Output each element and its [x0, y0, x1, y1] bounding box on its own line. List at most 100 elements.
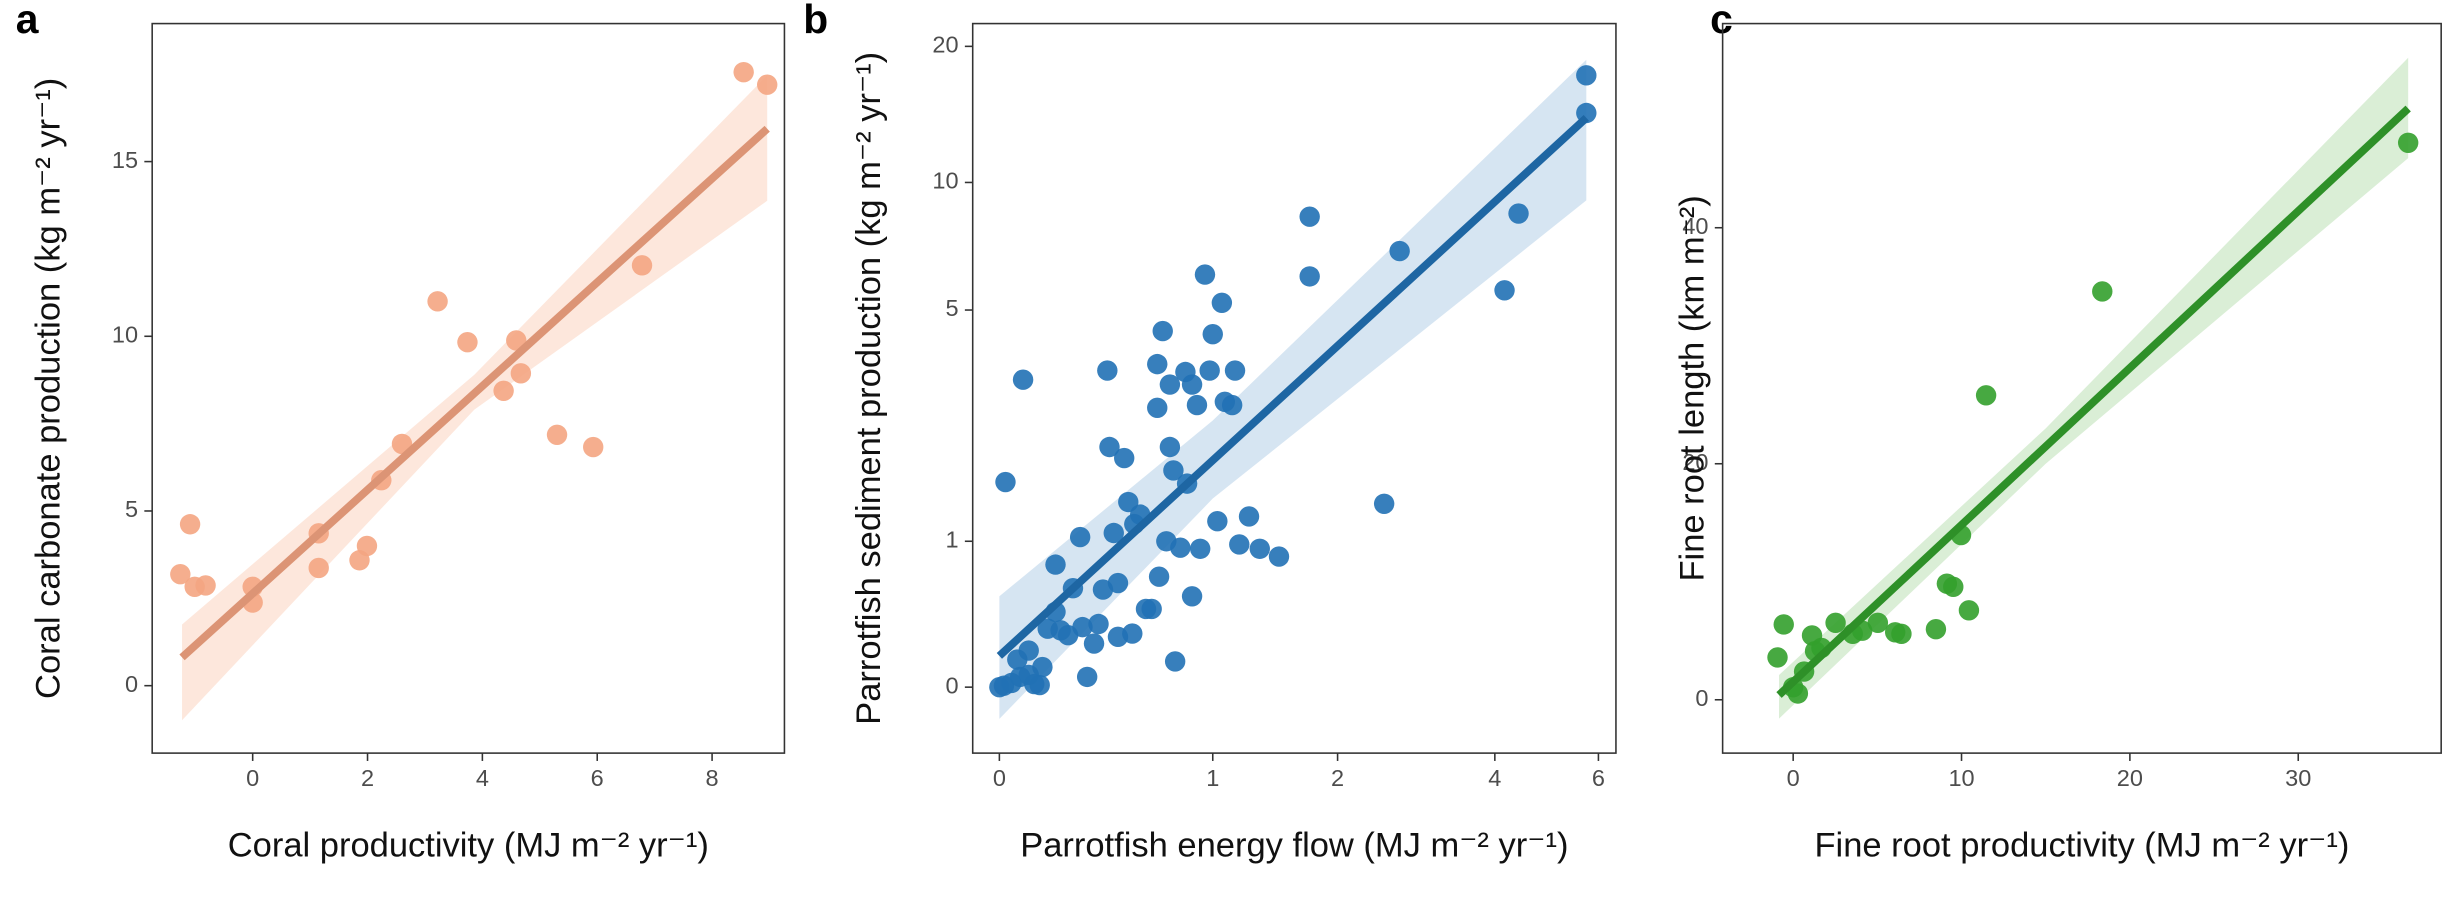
y-tick-label: 10 — [932, 168, 958, 194]
data-point — [1958, 600, 1980, 621]
data-point — [1050, 620, 1071, 641]
plot-frame — [1721, 22, 2442, 754]
data-point — [1097, 360, 1118, 381]
y-tick-label: 0 — [945, 672, 958, 698]
data-point — [1494, 280, 1515, 301]
y-tick-label: 0 — [1695, 685, 1708, 711]
x-tick-label: 6 — [1592, 765, 1605, 791]
y-tick-label: 20 — [1682, 449, 1708, 475]
data-point — [1092, 579, 1114, 600]
data-point — [510, 363, 532, 384]
data-point — [1199, 360, 1220, 381]
data-point — [1045, 554, 1066, 575]
regression-line — [1776, 105, 2411, 698]
data-point — [1170, 537, 1191, 558]
data-point — [1943, 576, 1964, 598]
y-tick-label: 20 — [932, 32, 958, 58]
y-tick-label: 1 — [945, 526, 958, 552]
data-point — [1867, 612, 1889, 634]
y-axis-title: Coral carbonate production (kg m⁻² yr⁻¹) — [29, 78, 67, 699]
data-point — [1029, 674, 1050, 696]
data-point — [195, 575, 216, 596]
data-point — [1159, 374, 1181, 395]
x-axis-title: Fine root productivity (MJ m⁻² yr⁻¹) — [1814, 826, 2349, 864]
data-point — [1773, 614, 1794, 635]
data-point — [2092, 281, 2113, 302]
data-point — [179, 514, 201, 535]
data-point — [1163, 460, 1184, 481]
data-point — [1767, 647, 1788, 668]
data-point — [1083, 633, 1105, 654]
data-point — [1012, 369, 1034, 390]
data-point — [733, 61, 754, 83]
x-tick-label: 2 — [361, 765, 374, 791]
data-point — [1181, 586, 1203, 607]
data-point — [1186, 394, 1208, 416]
panel-letter: b — [803, 0, 828, 42]
x-tick-label: 8 — [706, 765, 719, 791]
x-tick-label: 0 — [993, 765, 1006, 791]
data-point — [1299, 266, 1320, 287]
data-point — [1103, 522, 1124, 544]
y-tick-label: 10 — [112, 322, 138, 348]
data-point — [1202, 323, 1223, 345]
x-tick-label: 20 — [2117, 765, 2143, 791]
data-point — [356, 535, 378, 557]
data-point — [1159, 436, 1181, 458]
data-point — [1389, 240, 1410, 262]
data-point — [1787, 683, 1809, 704]
data-point — [1224, 360, 1246, 381]
panel-letter: a — [16, 0, 39, 42]
data-point — [493, 380, 514, 401]
regression-line — [996, 114, 1589, 659]
data-point — [1229, 534, 1250, 555]
data-point — [1147, 353, 1168, 375]
data-point — [631, 255, 653, 276]
data-point — [757, 74, 778, 95]
x-tick-label: 10 — [1948, 765, 1974, 791]
data-point — [2397, 132, 2419, 153]
data-point — [1211, 292, 1233, 313]
data-point — [1373, 493, 1395, 514]
data-point — [1194, 264, 1216, 285]
x-tick-label: 2 — [1331, 765, 1344, 791]
y-axis-title: Fine root length (km m⁻²) — [1673, 195, 1711, 581]
data-point — [1576, 65, 1597, 86]
x-axis-title: Parrotfish energy flow (MJ m⁻² yr⁻¹) — [1020, 826, 1568, 864]
data-point — [1207, 511, 1228, 532]
data-point — [995, 471, 1016, 493]
x-axis-title: Coral productivity (MJ m⁻² yr⁻¹) — [228, 826, 709, 864]
data-point — [1147, 397, 1168, 419]
panel: a 0 2 4 6 8 0 5 10 15 Coral productivity (MJ m⁻² y… — [16, 0, 786, 864]
data-point — [1114, 447, 1135, 469]
data-point — [1076, 666, 1098, 688]
data-point — [1099, 436, 1120, 458]
data-point — [1148, 566, 1170, 587]
data-point — [1088, 613, 1109, 635]
data-point — [1069, 526, 1091, 548]
data-point — [1268, 546, 1290, 567]
data-point — [1107, 626, 1129, 648]
y-tick-label: 5 — [125, 496, 138, 522]
data-point — [1164, 651, 1186, 672]
regression-line — [179, 125, 770, 661]
data-point — [1141, 598, 1162, 620]
x-tick-label: 4 — [476, 765, 489, 791]
data-point — [1508, 203, 1529, 224]
data-point — [1891, 623, 1912, 644]
data-point — [1181, 374, 1203, 395]
data-point — [308, 557, 329, 579]
y-axis-title: Parrotfish sediment production (kg m⁻² y… — [850, 52, 888, 725]
data-point — [1018, 640, 1039, 661]
x-tick-label: 4 — [1488, 765, 1501, 791]
data-point — [583, 436, 604, 458]
data-point — [457, 332, 478, 353]
data-point — [1925, 619, 1947, 640]
data-point — [427, 291, 448, 312]
x-tick-label: 1 — [1206, 765, 1219, 791]
y-tick-label: 15 — [112, 147, 138, 173]
data-point — [1299, 206, 1320, 227]
plot-frame — [971, 22, 1617, 754]
